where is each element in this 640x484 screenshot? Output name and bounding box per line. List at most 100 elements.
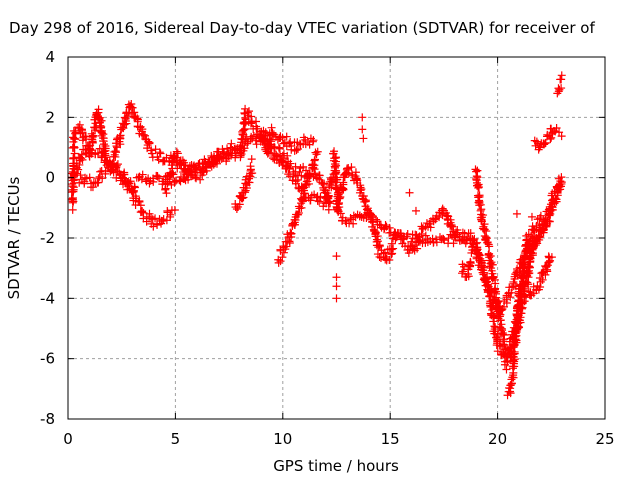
data-point — [68, 195, 77, 204]
data-point — [196, 175, 205, 184]
data-point — [502, 299, 511, 308]
data-point — [77, 150, 86, 159]
data-point — [468, 235, 477, 244]
data-point — [512, 323, 521, 332]
data-point — [236, 149, 245, 158]
data-point — [538, 275, 547, 284]
chart-title: Day 298 of 2016, Sidereal Day-to-day VTE… — [9, 19, 595, 37]
data-point — [522, 240, 531, 249]
data-point — [151, 145, 160, 154]
data-point — [148, 149, 157, 158]
data-point — [330, 162, 339, 171]
y-tick-label: 2 — [45, 108, 55, 126]
data-point — [78, 155, 87, 164]
data-point — [313, 147, 322, 156]
data-point — [153, 221, 162, 230]
data-point — [220, 147, 229, 156]
data-point — [488, 260, 497, 269]
data-point — [474, 253, 483, 262]
data-point — [297, 203, 306, 212]
data-point — [369, 218, 378, 227]
data-point — [477, 261, 486, 270]
data-point — [514, 296, 523, 305]
data-point — [448, 222, 457, 231]
data-point — [459, 267, 468, 276]
data-point — [482, 233, 491, 242]
data-point — [339, 180, 348, 189]
data-point — [459, 235, 468, 244]
data-point — [227, 139, 236, 148]
data-point — [458, 228, 467, 237]
data-point — [199, 163, 208, 172]
data-point — [298, 197, 307, 206]
data-point — [547, 253, 556, 262]
data-point — [500, 340, 509, 349]
data-point — [333, 199, 342, 208]
data-point — [536, 282, 545, 291]
data-point — [274, 143, 283, 152]
data-point — [246, 165, 255, 174]
data-point — [511, 335, 520, 344]
data-point — [153, 172, 162, 181]
x-tick-label: 5 — [171, 430, 181, 448]
data-point — [477, 205, 486, 214]
data-point — [285, 164, 294, 173]
data-point — [349, 219, 358, 228]
data-point — [332, 252, 341, 261]
data-point — [291, 162, 300, 171]
data-point — [413, 244, 422, 253]
data-point — [545, 205, 554, 214]
data-point — [449, 239, 458, 248]
data-point — [498, 326, 507, 335]
data-point — [552, 123, 561, 132]
data-point — [320, 188, 329, 197]
data-point — [376, 253, 385, 262]
data-point — [97, 128, 106, 137]
data-point — [535, 232, 544, 241]
data-point — [478, 266, 487, 275]
data-point — [240, 124, 249, 133]
data-point — [494, 297, 503, 306]
data-point — [332, 273, 341, 282]
data-point — [280, 138, 289, 147]
data-point — [128, 103, 137, 112]
data-point — [553, 89, 562, 98]
y-axis-label: SDTVAR / TECUs — [5, 176, 23, 299]
data-point — [331, 181, 340, 190]
data-point — [268, 128, 277, 137]
data-point — [557, 75, 566, 84]
data-point — [156, 149, 165, 158]
data-point — [428, 234, 437, 243]
data-point — [515, 289, 524, 298]
data-point — [357, 185, 366, 194]
data-point — [68, 205, 77, 214]
data-point — [263, 131, 272, 140]
data-point — [122, 119, 131, 128]
data-point — [305, 169, 314, 178]
data-point — [365, 210, 374, 219]
data-point — [315, 197, 324, 206]
data-point — [70, 143, 79, 152]
data-point — [405, 188, 414, 197]
data-point — [310, 156, 319, 165]
data-point — [551, 127, 560, 136]
data-point — [381, 221, 390, 230]
data-point — [474, 183, 483, 192]
data-point — [144, 137, 153, 146]
data-point — [524, 280, 533, 289]
data-point — [286, 159, 295, 168]
data-point — [432, 238, 441, 247]
data-point — [522, 251, 531, 260]
data-point — [286, 230, 295, 239]
data-point — [180, 174, 189, 183]
data-point — [76, 171, 85, 180]
x-axis-label: GPS time / hours — [273, 457, 399, 475]
data-point — [309, 136, 318, 145]
data-point — [336, 192, 345, 201]
grid — [68, 57, 605, 419]
data-point — [518, 281, 527, 290]
data-point — [549, 195, 558, 204]
data-point — [75, 160, 84, 169]
data-point — [76, 129, 85, 138]
data-point — [332, 294, 341, 303]
